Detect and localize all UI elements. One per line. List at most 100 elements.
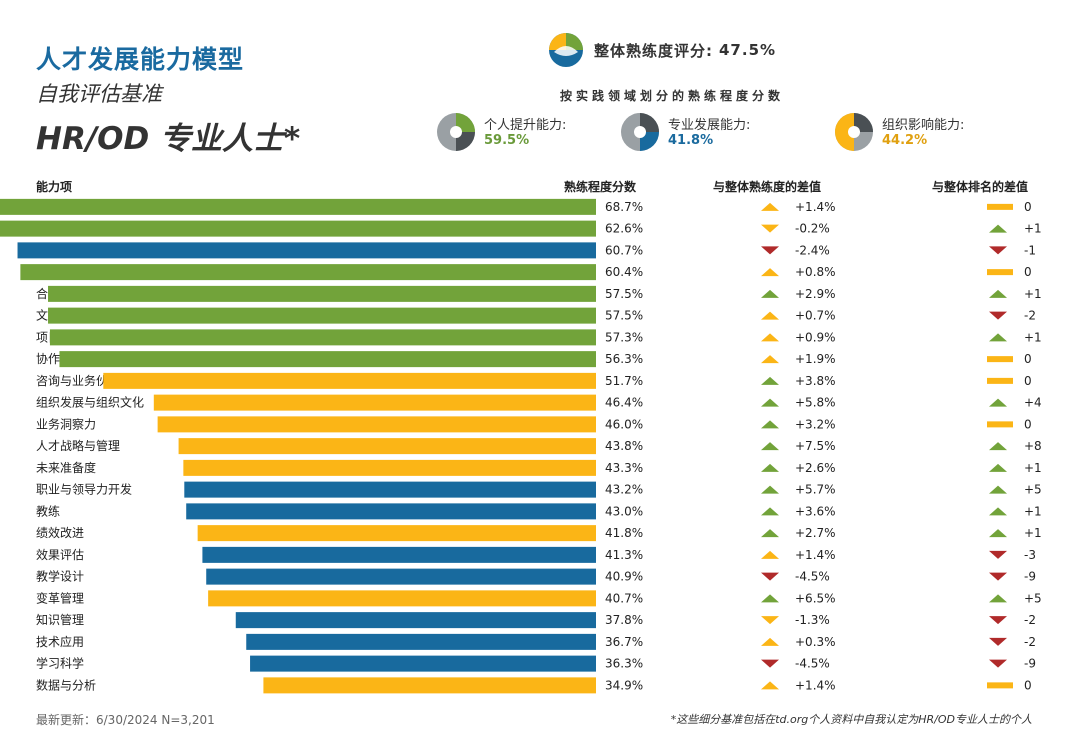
rank-up-icon [989, 529, 1007, 538]
diff-rank-label: 0 [1024, 417, 1032, 431]
bar [0, 220, 597, 237]
bar [17, 242, 597, 259]
column-header-diff-overall: 与整体熟练度的差值 [713, 180, 822, 194]
rank-down-icon [989, 572, 1007, 581]
diff-rank-label: 0 [1024, 352, 1032, 366]
bar [0, 198, 596, 215]
diff-rank-label: +1 [1024, 526, 1042, 540]
diff-overall-label: +1.9% [795, 352, 836, 366]
column-header-proficiency: 熟练程度分数 [564, 180, 637, 194]
overall-logo-icon [549, 33, 583, 67]
delta-up-icon [761, 681, 779, 690]
diff-overall-label: +0.8% [795, 265, 836, 279]
delta-up-icon [761, 442, 779, 451]
bar [48, 307, 596, 324]
diff-overall-label: +2.7% [795, 526, 836, 540]
delta-up-icon [761, 529, 779, 538]
domain-professional: 专业发展能力: 41.8% [620, 112, 750, 152]
diff-overall-label: +6.5% [795, 591, 836, 605]
bar [157, 416, 596, 433]
rank-up-icon [989, 463, 1007, 472]
delta-up-icon [761, 398, 779, 407]
diff-rank-label: +1 [1024, 504, 1042, 518]
rank-up-icon [989, 398, 1007, 407]
diff-overall-label: +1.4% [795, 200, 836, 214]
diff-overall-label: -4.5% [795, 570, 830, 584]
delta-up-icon [761, 202, 779, 211]
delta-up-icon [761, 289, 779, 298]
rank-up-icon [989, 485, 1007, 494]
organizational-domain-icon [835, 113, 873, 151]
bar [178, 438, 596, 455]
delta-up-icon [761, 637, 779, 646]
rank-up-icon [989, 333, 1007, 342]
value-label: 62.6% [605, 222, 643, 236]
delta-up-icon [761, 420, 779, 429]
diff-overall-label: +5.7% [795, 483, 836, 497]
diff-rank-label: +8 [1024, 439, 1042, 453]
bar [186, 503, 596, 520]
value-label: 40.7% [605, 591, 643, 605]
category-label: 变革管理 [36, 590, 84, 605]
rank-flat-icon [987, 377, 1013, 384]
rank-flat-icon [987, 203, 1013, 210]
value-label: 43.2% [605, 483, 643, 497]
value-label: 46.4% [605, 396, 643, 410]
rank-flat-icon [987, 356, 1013, 363]
bar [206, 568, 596, 585]
category-label: 绩效改进 [36, 525, 84, 540]
diff-overall-label: -0.2% [795, 222, 830, 236]
diff-overall-label: +0.3% [795, 635, 836, 649]
bar [153, 394, 597, 411]
value-label: 41.8% [605, 526, 643, 540]
diff-overall-label: -4.5% [795, 657, 830, 671]
bar [197, 525, 596, 542]
bar [183, 459, 596, 476]
delta-up-icon [761, 485, 779, 494]
diff-overall-label: +2.9% [795, 287, 836, 301]
diff-overall-label: +0.9% [795, 330, 836, 344]
category-label: 职业与领导力开发 [36, 482, 132, 497]
category-label: 教练 [36, 503, 60, 518]
delta-up-icon [761, 594, 779, 603]
value-label: 56.3% [605, 352, 643, 366]
delta-down-icon [761, 616, 779, 625]
diff-rank-label: +1 [1024, 287, 1042, 301]
value-label: 37.8% [605, 613, 643, 627]
diff-overall-label: +7.5% [795, 439, 836, 453]
diff-rank-label: -2 [1024, 613, 1036, 627]
category-label: 学习科学 [36, 656, 84, 671]
value-label: 36.7% [605, 635, 643, 649]
diff-rank-label: -1 [1024, 243, 1036, 257]
rank-down-icon [989, 659, 1007, 668]
rank-down-icon [989, 246, 1007, 255]
column-header-capability: 能力项 [36, 180, 73, 194]
category-label: 效果评估 [36, 547, 84, 562]
professional-domain-icon [621, 113, 659, 151]
professional-domain-value: 41.8% [668, 133, 714, 148]
value-label: 43.8% [605, 439, 643, 453]
diff-overall-label: +0.7% [795, 309, 836, 323]
diff-rank-label: -9 [1024, 657, 1036, 671]
diff-rank-label: 0 [1024, 200, 1032, 214]
organizational-domain-name: 组织影响能力: [882, 118, 965, 133]
bar [103, 372, 596, 389]
value-label: 34.9% [605, 678, 643, 692]
diff-overall-label: -2.4% [795, 243, 830, 257]
diff-rank-label: -3 [1024, 548, 1036, 562]
domain-organizational: 组织影响能力: 44.2% [834, 112, 964, 152]
bar [59, 351, 596, 368]
diff-rank-label: +1 [1024, 330, 1042, 344]
diff-rank-label: +1 [1024, 222, 1042, 236]
footer-note: *这些细分基准包括在td.org个人资料中自我认定为HR/OD专业人士的个人 [670, 713, 1032, 726]
domains-heading: 按实践领域划分的熟练程度分数 [560, 89, 785, 103]
bar [202, 546, 596, 563]
category-label: 业务洞察力 [36, 416, 96, 431]
delta-up-icon [761, 268, 779, 277]
diff-rank-label: 0 [1024, 374, 1032, 388]
rank-up-icon [989, 289, 1007, 298]
diff-overall-label: +5.8% [795, 396, 836, 410]
value-label: 57.5% [605, 309, 643, 323]
bar [263, 677, 596, 694]
